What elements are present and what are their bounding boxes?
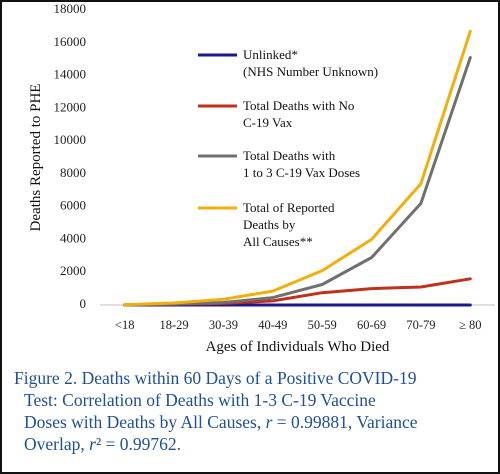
y-tick-label: 12000 xyxy=(54,99,87,114)
y-tick-label: 0 xyxy=(80,296,87,311)
y-tick-label: 10000 xyxy=(54,132,87,147)
legend-label: All Causes** xyxy=(243,234,313,249)
y-tick-label: 16000 xyxy=(54,34,87,49)
legend-label: Total Deaths with No xyxy=(243,98,354,113)
x-axis-title: Ages of Individuals Who Died xyxy=(206,339,390,355)
x-tick-label: ≥ 80 xyxy=(459,318,482,332)
line-chart: 0 2000 4000 6000 8000 10000 12000 14000 16000 180… xyxy=(28,1,495,355)
x-axis-ticks: <18 18-29 30-39 40-49 50-59 60-69 70-79 ≥ 80 xyxy=(115,318,482,332)
legend-label: 1 to 3 C-19 Vax Doses xyxy=(243,165,360,180)
legend-label: C-19 Vax xyxy=(243,115,293,130)
y-tick-label: 18000 xyxy=(54,1,87,16)
x-tick-label: 60-69 xyxy=(357,318,386,332)
y-tick-label: 4000 xyxy=(60,230,86,245)
series-lines xyxy=(123,29,472,307)
legend-label: Unlinked* xyxy=(243,47,298,62)
x-tick-label: 18-29 xyxy=(159,318,188,332)
x-tick-label: 50-59 xyxy=(308,318,337,332)
x-tick-label: 70-79 xyxy=(406,318,435,332)
y-axis-title: Deaths Reported to PHE xyxy=(28,84,44,232)
y-tick-label: 14000 xyxy=(54,67,87,82)
series-line-3 xyxy=(123,56,472,307)
figure-caption: Figure 2. Deaths within 60 Days of a Pos… xyxy=(14,367,494,455)
legend-label: Deaths by xyxy=(243,217,296,232)
caption-line-1: Figure 2. Deaths within 60 Days of a Pos… xyxy=(14,368,417,388)
y-tick-label: 8000 xyxy=(60,165,86,180)
y-axis-ticks: 0 2000 4000 6000 8000 10000 12000 14000 16000 180… xyxy=(54,1,87,311)
y-tick-label: 2000 xyxy=(60,263,86,278)
caption-line-2: Test: Correlation of Deaths with 1-3 C-1… xyxy=(24,390,376,410)
series-line-4 xyxy=(123,29,472,307)
legend: Unlinked* (NHS Number Unknown) Total Death… xyxy=(198,47,378,249)
caption-line-3: Doses with Deaths by All Causes, r = 0.9… xyxy=(24,412,418,432)
x-tick-label: 30-39 xyxy=(209,318,238,332)
legend-label: (NHS Number Unknown) xyxy=(243,64,378,79)
caption-line-4: Overlap, r² = 0.99762. xyxy=(24,434,182,454)
y-tick-label: 6000 xyxy=(60,198,86,213)
legend-label: Total Deaths with xyxy=(243,148,336,163)
x-tick-label: 40-49 xyxy=(258,318,287,332)
legend-label: Total of Reported xyxy=(243,200,335,215)
x-tick-label: <18 xyxy=(115,318,135,332)
